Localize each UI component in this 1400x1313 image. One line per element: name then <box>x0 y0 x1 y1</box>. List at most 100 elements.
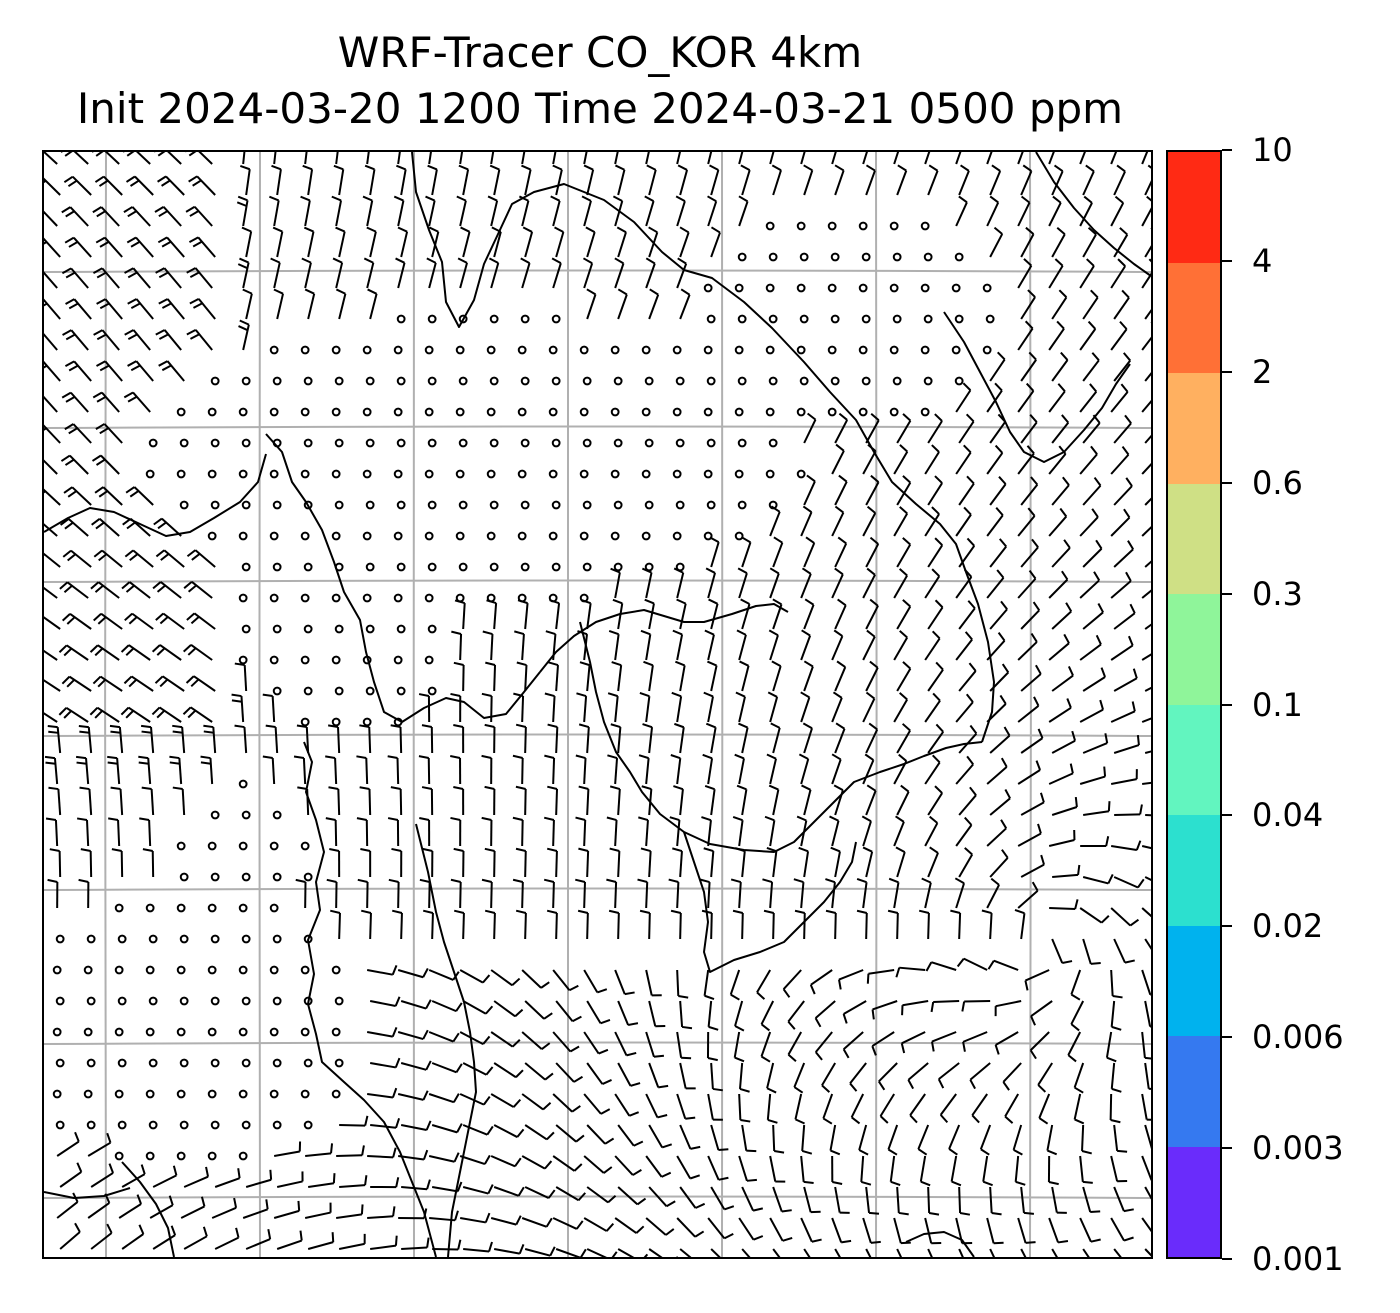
calm-circle <box>238 593 248 603</box>
wind-barb <box>850 1093 865 1125</box>
wind-barb <box>989 413 1007 444</box>
calm-circle <box>300 841 310 851</box>
calm-circle <box>520 562 530 572</box>
wind-barb <box>896 413 912 444</box>
wind-barb <box>64 423 92 444</box>
calm-circle <box>954 314 964 324</box>
wind-barb <box>1048 258 1064 289</box>
wind-barb <box>675 195 686 227</box>
wind-barb <box>59 1222 81 1250</box>
wind-barb <box>124 549 154 568</box>
wind-barb <box>393 195 405 227</box>
wind-barb <box>1111 840 1142 852</box>
wind-barb <box>214 1168 241 1188</box>
calm-circle <box>641 407 651 417</box>
wind-barb <box>518 195 530 227</box>
wind-barb <box>370 1177 400 1189</box>
wind-barb <box>856 877 868 909</box>
calm-circle <box>396 624 406 634</box>
wind-barb <box>293 755 307 785</box>
wind-barb <box>803 412 817 444</box>
wind-barb <box>1020 164 1033 196</box>
wind-barb <box>798 846 810 878</box>
calm-circle <box>238 531 248 541</box>
wind-barb <box>362 195 374 227</box>
wind-barb <box>738 722 749 754</box>
wind-barb <box>1030 1000 1053 1026</box>
wind-barb <box>551 257 562 289</box>
wind-barb <box>543 816 555 847</box>
wind-barb <box>366 152 370 165</box>
wind-barb <box>367 1206 396 1219</box>
wind-barb <box>1144 497 1151 506</box>
wind-barb <box>703 847 715 878</box>
calm-circle <box>393 469 403 479</box>
wind-barb <box>793 1062 806 1094</box>
wind-barb <box>803 660 814 692</box>
wind-barb <box>893 753 908 785</box>
wind-barb <box>1141 969 1151 996</box>
calm-circle <box>272 376 282 386</box>
wind-barb <box>648 226 659 258</box>
wind-barb <box>1110 320 1128 351</box>
calm-circle <box>176 407 186 417</box>
wind-barb <box>861 815 872 847</box>
wind-barb <box>800 629 812 661</box>
wind-barb <box>486 599 498 630</box>
wind-barb <box>1144 876 1151 882</box>
wind-barb <box>44 616 61 630</box>
wind-barb <box>710 1248 721 1257</box>
calm-circle <box>548 345 558 355</box>
calm-circle <box>517 407 527 417</box>
wind-barb <box>893 506 909 537</box>
wind-barb <box>124 267 151 289</box>
wind-barb <box>429 1210 459 1222</box>
wind-barb <box>549 599 561 630</box>
wind-barb <box>989 789 1011 816</box>
wind-barb <box>44 298 61 320</box>
wind-barb <box>800 691 811 723</box>
wind-barb <box>1051 226 1066 258</box>
wind-barb <box>78 724 93 754</box>
wind-barb <box>80 848 93 878</box>
wind-barb <box>707 660 718 692</box>
wind-barb <box>771 660 782 692</box>
wind-barb <box>1113 603 1136 630</box>
wind-barb <box>831 443 845 475</box>
wind-barb <box>1113 227 1129 258</box>
wind-barb <box>709 164 720 196</box>
wind-barb <box>262 755 276 785</box>
calm-circle <box>889 407 899 417</box>
wind-barb <box>552 164 563 196</box>
wind-barb <box>862 1217 881 1244</box>
calm-circle <box>644 562 654 572</box>
wind-barb <box>927 661 944 692</box>
colorbar-tick-label: 0.02 <box>1252 907 1324 946</box>
calm-circle <box>551 438 561 448</box>
calm-circle <box>393 531 403 541</box>
wind-barb <box>493 1186 525 1197</box>
wind-barb <box>834 536 848 568</box>
wind-barb <box>1082 733 1109 754</box>
wind-barb <box>924 754 941 785</box>
wind-barb <box>865 598 879 630</box>
wind-barb <box>1144 560 1151 568</box>
wind-barb <box>400 1120 432 1132</box>
calm-circle <box>362 469 372 479</box>
wind-barb <box>398 1149 429 1161</box>
wind-barb <box>801 784 812 816</box>
calm-circle <box>331 1027 341 1037</box>
calm-circle <box>238 841 248 851</box>
wind-barb <box>186 328 213 351</box>
calm-circle <box>303 438 313 448</box>
wind-barb <box>1012 1124 1023 1156</box>
wind-barb <box>1020 854 1045 878</box>
wind-barb <box>803 598 815 630</box>
wind-barb <box>862 567 876 599</box>
calm-circle <box>830 314 840 324</box>
wind-barb <box>157 175 185 196</box>
wind-barb <box>44 360 61 382</box>
wind-barb <box>803 474 816 506</box>
calm-circle <box>675 376 685 386</box>
wind-barb <box>1082 874 1114 885</box>
